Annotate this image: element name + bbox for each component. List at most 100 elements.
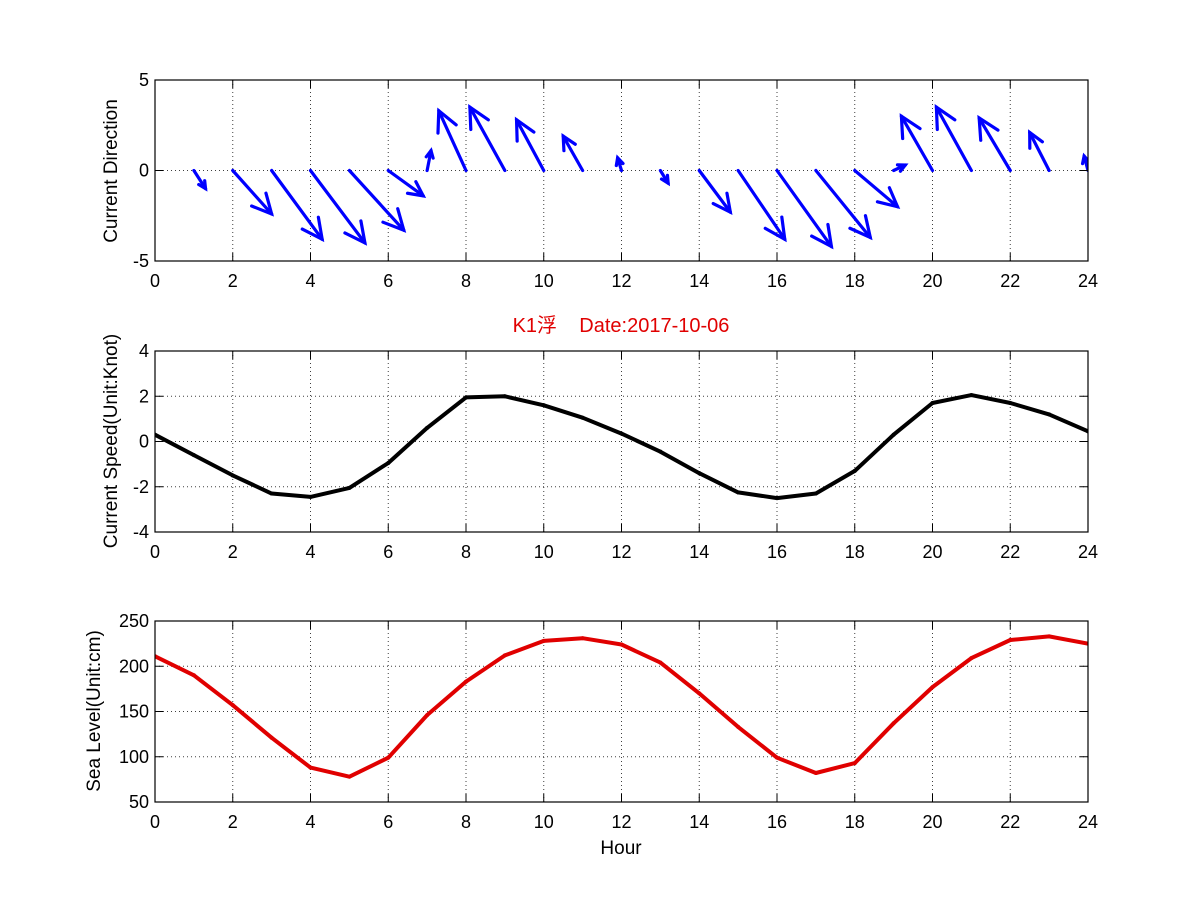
current-direction-arrow [614, 154, 625, 173]
current-direction-arrow [892, 163, 909, 173]
current-direction-xtick-label: 4 [305, 271, 315, 291]
current-direction-arrow [192, 168, 208, 192]
sea-level-point [580, 636, 585, 641]
current-direction-xtick-label: 0 [150, 271, 160, 291]
sea-level-xtick-label: 24 [1078, 812, 1098, 832]
current-speed-ytick-label: -2 [133, 477, 149, 497]
current-speed-ylabel: Current Speed(Unit:Knot) [101, 334, 122, 548]
sea-level-ytick-label: 50 [129, 792, 149, 812]
sea-level-point [930, 685, 935, 690]
sea-level-point [386, 755, 391, 760]
current-speed-point [308, 494, 313, 499]
current-speed-point [930, 401, 935, 406]
current-speed-point [813, 491, 818, 496]
current-direction-ytick-label: 5 [139, 70, 149, 90]
current-speed-series [155, 393, 1088, 501]
current-direction-xtick-label: 12 [611, 271, 631, 291]
current-direction-ytick-label: 0 [139, 161, 149, 181]
sea-level-point [658, 660, 663, 665]
current-direction-xtick-label: 24 [1078, 271, 1098, 291]
current-direction-arrow [436, 107, 468, 173]
sea-level-ytick-label: 150 [119, 702, 149, 722]
sea-level-xlabel: Hour [600, 838, 642, 859]
current-direction-arrow [899, 113, 935, 173]
current-speed-point [775, 496, 779, 501]
current-direction-xtick-label: 20 [922, 271, 942, 291]
sea-level-point [697, 691, 702, 696]
current-speed-point [1047, 412, 1052, 417]
sea-level-point [619, 642, 624, 647]
current-direction-arrow [424, 147, 435, 173]
current-speed-point [852, 468, 857, 473]
current-speed-point [658, 449, 663, 454]
sea-level-point [269, 735, 274, 740]
current-direction-ticks: 0 2 4 6 8 10 12 14 16 18 20 22 24-505 [133, 70, 1098, 291]
current-speed-xtick-label: 18 [845, 542, 865, 562]
current-direction-arrow [775, 168, 834, 250]
sea-level-xtick-label: 10 [534, 812, 554, 832]
current-speed-point [969, 393, 974, 398]
current-speed-xtick-label: 20 [922, 542, 942, 562]
sea-level-point [502, 653, 507, 658]
current-direction-panel: 0 2 4 6 8 10 12 14 16 18 20 22 24-505 Current Direct… [101, 70, 1098, 291]
current-direction-arrow [386, 168, 427, 198]
sea-level-xtick-label: 12 [611, 812, 631, 832]
sea-level-xtick-label: 6 [383, 812, 393, 832]
sea-level-xtick-label: 22 [1000, 812, 1020, 832]
sea-level-ylabel: Sea Level(Unit:cm) [84, 630, 105, 792]
current-speed-ytick-label: 2 [139, 386, 149, 406]
current-speed-point [541, 403, 546, 408]
sea-level-ytick-label: 100 [119, 747, 149, 767]
current-speed-point [347, 485, 352, 490]
current-direction-xtick-label: 14 [689, 271, 709, 291]
current-speed-point [619, 431, 624, 436]
current-speed-xtick-label: 6 [383, 542, 393, 562]
current-speed-point [269, 491, 274, 496]
current-speed-point [1008, 401, 1013, 406]
current-direction-arrow [514, 116, 546, 173]
figure-title: K1浮 Date:2017-10-06 [513, 314, 730, 337]
sea-level-point [852, 761, 857, 766]
current-speed-xtick-label: 2 [228, 542, 238, 562]
current-direction-vectors [192, 104, 1088, 250]
sea-level-point [736, 724, 741, 729]
sea-level-point [775, 755, 779, 760]
sea-level-point [541, 638, 546, 643]
current-direction-arrow [977, 114, 1012, 173]
current-speed-ytick-label: -4 [133, 522, 149, 542]
sea-level-point [891, 721, 896, 726]
sea-level-point [969, 656, 974, 661]
current-speed-ytick-label: 0 [139, 432, 149, 452]
current-speed-point [502, 394, 507, 399]
sea-level-point [464, 679, 468, 684]
current-direction-arrow [934, 104, 973, 173]
current-speed-xtick-label: 16 [767, 542, 787, 562]
sea-level-point [191, 673, 196, 678]
current-speed-xtick-label: 12 [611, 542, 631, 562]
sea-level-xtick-label: 16 [767, 812, 787, 832]
sea-level-ytick-label: 250 [119, 611, 149, 631]
current-speed-point [191, 453, 196, 458]
sea-level-point [425, 713, 430, 718]
current-speed-xtick-label: 0 [150, 542, 160, 562]
sea-level-xtick-label: 8 [461, 812, 471, 832]
current-direction-arrow [231, 168, 275, 217]
current-direction-arrow [853, 168, 901, 210]
current-direction-arrow [814, 168, 873, 241]
current-direction-arrow [270, 168, 325, 243]
current-direction-xtick-label: 8 [461, 271, 471, 291]
sea-level-axes-frame [154, 620, 1089, 803]
sea-level-series [155, 634, 1088, 779]
sea-level-grid [155, 621, 1088, 802]
sea-level-point [1047, 634, 1052, 639]
sea-level-point [230, 703, 235, 708]
sea-level-point [813, 771, 818, 776]
current-speed-xtick-label: 8 [461, 542, 471, 562]
current-speed-grid [155, 351, 1088, 532]
current-speed-point [464, 395, 468, 400]
current-direction-arrow [561, 132, 585, 173]
